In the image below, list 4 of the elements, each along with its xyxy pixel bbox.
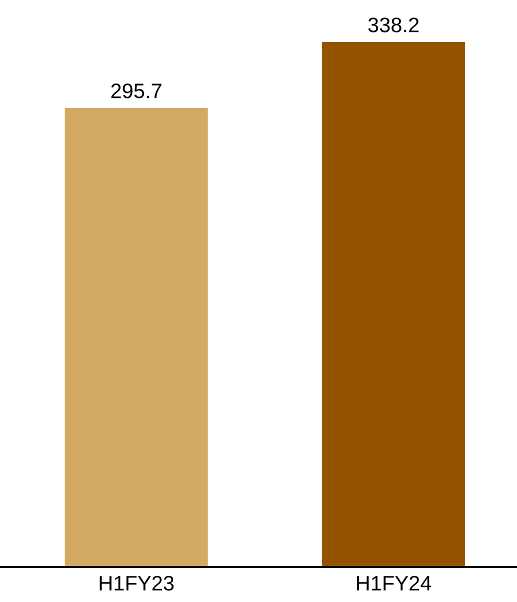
data-label: 338.2 [368, 18, 419, 32]
x-tick-label: H1FY24 [357, 576, 432, 590]
data-label: 295.7 [111, 84, 162, 98]
x-tick-label: H1FY23 [100, 576, 174, 591]
